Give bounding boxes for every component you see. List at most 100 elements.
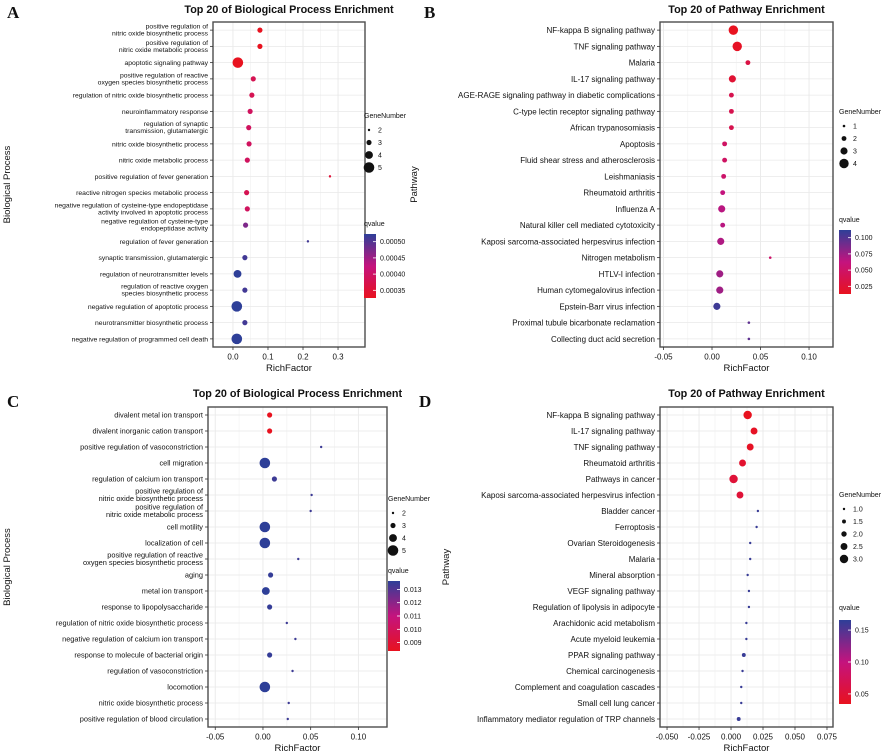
svg-text:Top 20 of Biological Process E: Top 20 of Biological Process Enrichment xyxy=(193,388,403,400)
svg-text:0.10: 0.10 xyxy=(801,353,817,362)
svg-text:Malaria: Malaria xyxy=(629,555,656,564)
svg-text:response to molecule of bacter: response to molecule of bacterial origin xyxy=(74,651,203,660)
svg-text:VEGF signaling pathway: VEGF signaling pathway xyxy=(567,587,655,596)
svg-text:GeneNumber: GeneNumber xyxy=(839,109,882,116)
svg-text:Inflammatory mediator regulati: Inflammatory mediator regulation of TRP … xyxy=(477,715,655,724)
panel-letter-c: C xyxy=(7,392,20,411)
svg-text:localization of cell: localization of cell xyxy=(145,539,203,548)
svg-text:C-type lectin receptor signali: C-type lectin receptor signaling pathway xyxy=(513,107,655,116)
panel-c: divalent metal ion transport divalent ino… xyxy=(0,376,443,752)
svg-text:Malaria: Malaria xyxy=(629,59,656,68)
svg-text:0.012: 0.012 xyxy=(404,600,422,607)
svg-text:0.15: 0.15 xyxy=(855,628,869,635)
svg-text:qvalue: qvalue xyxy=(839,217,860,224)
svg-text:-0.025: -0.025 xyxy=(688,733,711,742)
svg-text:African trypanosomiasis: African trypanosomiasis xyxy=(570,124,655,133)
svg-text:1: 1 xyxy=(853,124,857,131)
svg-text:0.00: 0.00 xyxy=(255,733,271,742)
svg-text:-0.05: -0.05 xyxy=(654,353,673,362)
svg-text:Top 20 of Pathway Enrichment: Top 20 of Pathway Enrichment xyxy=(668,388,825,400)
svg-text:2: 2 xyxy=(378,128,382,135)
svg-text:Acute myeloid leukemia: Acute myeloid leukemia xyxy=(571,635,656,644)
svg-text:4: 4 xyxy=(853,161,857,168)
svg-text:GeneNumber: GeneNumber xyxy=(388,496,431,503)
svg-text:Bladder cancer: Bladder cancer xyxy=(601,507,655,516)
svg-text:4: 4 xyxy=(378,153,382,160)
svg-text:Nitrogen metabolism: Nitrogen metabolism xyxy=(582,254,656,263)
svg-text:GeneNumber: GeneNumber xyxy=(839,492,882,499)
svg-text:NF-kappa B signaling pathway: NF-kappa B signaling pathway xyxy=(546,411,655,420)
svg-text:RichFactor: RichFactor xyxy=(724,743,770,752)
svg-text:divalent inorganic cation tran: divalent inorganic cation transport xyxy=(92,427,203,436)
svg-text:Fluid shear stress and atheros: Fluid shear stress and atherosclerosis xyxy=(520,156,655,165)
svg-text:1.0: 1.0 xyxy=(853,507,863,514)
svg-text:-0.050: -0.050 xyxy=(656,733,679,742)
panel-d: NF-kappa B signaling pathway IL-17 signal… xyxy=(441,376,886,752)
svg-text:negative regulation of cystein: negative regulation of cysteine-type end… xyxy=(55,202,209,216)
svg-text:Kaposi sarcoma-associated herp: Kaposi sarcoma-associated herpesvirus in… xyxy=(481,237,655,246)
svg-text:Rheumatoid arthritis: Rheumatoid arthritis xyxy=(583,189,655,198)
svg-text:negative regulation of apoptot: negative regulation of apoptotic process xyxy=(88,304,209,311)
svg-text:0.00035: 0.00035 xyxy=(380,288,405,295)
svg-text:reactive nitrogen species meta: reactive nitrogen species metabolic proc… xyxy=(76,190,208,197)
panel-letter-b: B xyxy=(424,3,436,22)
svg-text:3.0: 3.0 xyxy=(853,557,863,564)
pathway-enrichment-chart-d: NF-kappa B signaling pathway IL-17 signal… xyxy=(441,388,882,752)
svg-text:Top 20 of Biological Process E: Top 20 of Biological Process Enrichment xyxy=(184,4,394,16)
svg-text:divalent metal ion transport: divalent metal ion transport xyxy=(114,411,203,420)
svg-text:TNF signaling pathway: TNF signaling pathway xyxy=(574,443,655,452)
svg-text:2.0: 2.0 xyxy=(853,532,863,539)
svg-text:0.075: 0.075 xyxy=(817,733,838,742)
svg-text:IL-17 signaling pathway: IL-17 signaling pathway xyxy=(571,75,655,84)
svg-text:5: 5 xyxy=(402,548,406,555)
svg-text:Pathway: Pathway xyxy=(441,549,452,586)
svg-text:qvalue: qvalue xyxy=(839,605,860,612)
svg-text:nitric oxide metabolic process: nitric oxide metabolic process xyxy=(119,158,209,165)
svg-text:0.00045: 0.00045 xyxy=(380,255,405,262)
biological-process-enrichment-chart-a: positive regulation of nitric oxide biosy… xyxy=(2,4,407,374)
svg-text:NF-kappa B signaling pathway: NF-kappa B signaling pathway xyxy=(546,26,655,35)
svg-text:Chemical carcinogenesis: Chemical carcinogenesis xyxy=(566,667,655,676)
svg-text:response to lipopolysaccharide: response to lipopolysaccharide xyxy=(102,603,203,612)
svg-text:apoptotic signaling pathway: apoptotic signaling pathway xyxy=(124,60,208,67)
svg-text:0.00050: 0.00050 xyxy=(380,239,405,246)
svg-text:locomotion: locomotion xyxy=(167,683,203,692)
svg-text:-0.05: -0.05 xyxy=(206,733,225,742)
svg-text:Leishmaniasis: Leishmaniasis xyxy=(604,172,655,181)
svg-text:2: 2 xyxy=(402,511,406,518)
svg-text:Human cytomegalovirus infectio: Human cytomegalovirus infection xyxy=(537,286,655,295)
svg-text:Small cell lung cancer: Small cell lung cancer xyxy=(577,699,655,708)
svg-text:GeneNumber: GeneNumber xyxy=(364,113,407,120)
svg-text:0.05: 0.05 xyxy=(753,353,769,362)
svg-text:RichFactor: RichFactor xyxy=(266,363,312,374)
svg-text:synaptic transmission, glutama: synaptic transmission, glutamatergic xyxy=(98,255,208,262)
svg-text:Epstein-Barr virus infection: Epstein-Barr virus infection xyxy=(559,302,655,311)
svg-text:Collecting duct acid secretion: Collecting duct acid secretion xyxy=(551,335,655,344)
svg-text:0.000: 0.000 xyxy=(721,733,742,742)
svg-text:regulation of calcium ion tran: regulation of calcium ion transport xyxy=(92,475,203,484)
svg-text:positive regulation of fever g: positive regulation of fever generation xyxy=(95,174,209,181)
svg-text:0.2: 0.2 xyxy=(297,353,309,362)
svg-text:0.010: 0.010 xyxy=(404,627,422,634)
svg-text:Regulation of lipolysis in adi: Regulation of lipolysis in adipocyte xyxy=(533,603,656,612)
svg-text:0.1: 0.1 xyxy=(262,353,274,362)
svg-text:nitric oxide biosynthetic proc: nitric oxide biosynthetic process xyxy=(99,699,204,708)
svg-text:0.05: 0.05 xyxy=(303,733,319,742)
svg-text:2.5: 2.5 xyxy=(853,544,863,551)
svg-text:Complement and coagulation cas: Complement and coagulation cascades xyxy=(515,683,655,692)
svg-text:Influenza A: Influenza A xyxy=(615,205,655,214)
svg-text:aging: aging xyxy=(185,571,203,580)
svg-text:HTLV-I infection: HTLV-I infection xyxy=(599,270,655,279)
svg-text:3: 3 xyxy=(853,149,857,156)
svg-text:positive regulation of blood c: positive regulation of blood circulation xyxy=(80,715,203,724)
svg-text:0.00040: 0.00040 xyxy=(380,272,405,279)
svg-text:Rheumatoid arthritis: Rheumatoid arthritis xyxy=(583,459,655,468)
biological-process-enrichment-chart-c: divalent metal ion transport divalent ino… xyxy=(2,388,431,752)
svg-text:0.0: 0.0 xyxy=(227,353,239,362)
svg-text:cell motility: cell motility xyxy=(167,523,203,532)
svg-text:2: 2 xyxy=(853,136,857,143)
svg-text:0.025: 0.025 xyxy=(855,284,873,291)
